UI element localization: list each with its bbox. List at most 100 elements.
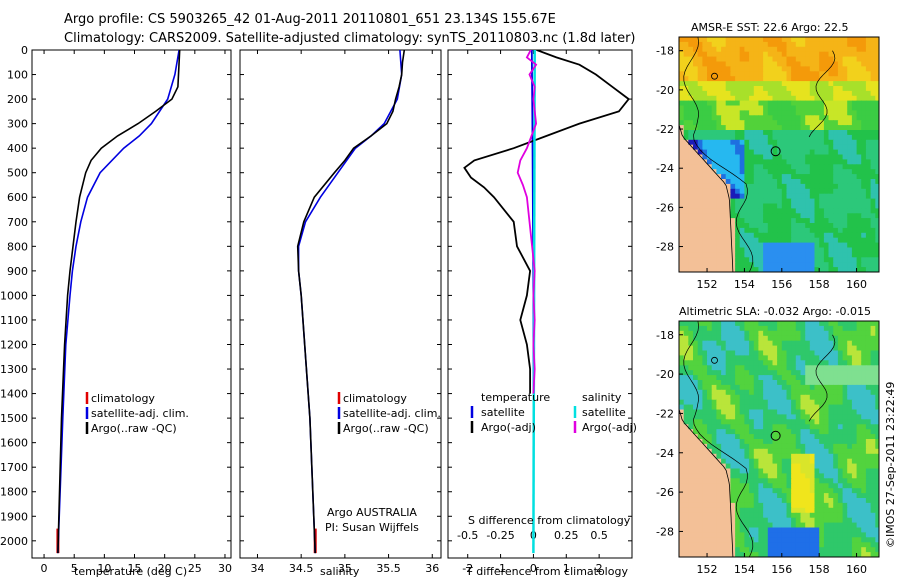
- ocean-cell: [767, 414, 774, 420]
- ocean-cell: [725, 355, 731, 361]
- ocean-cell: [833, 227, 839, 234]
- ocean-cell: [795, 149, 802, 156]
- ocean-cell: [777, 389, 783, 396]
- ocean-cell: [758, 345, 764, 352]
- ocean-cell: [800, 335, 806, 342]
- x-tick-label: 30: [218, 562, 232, 575]
- ocean-cell: [763, 227, 769, 234]
- ocean-cell: [735, 512, 741, 519]
- ocean-cell: [814, 424, 820, 430]
- ocean-cell: [758, 360, 764, 366]
- ocean-cell: [875, 188, 879, 195]
- ocean-cell: [795, 134, 802, 141]
- ocean-cell: [828, 51, 834, 58]
- land-cell: [679, 144, 685, 151]
- land-cell: [693, 198, 699, 205]
- ocean-cell: [749, 414, 755, 420]
- ocean-cell: [707, 134, 713, 141]
- ocean-cell: [800, 512, 806, 519]
- ocean-cell: [823, 174, 830, 180]
- land-cell: [693, 193, 699, 200]
- ocean-cell: [795, 262, 802, 268]
- ocean-cell: [777, 257, 783, 263]
- ocean-cell: [814, 335, 820, 342]
- ocean-cell: [819, 61, 825, 67]
- ocean-cell: [753, 434, 760, 440]
- land-cell: [716, 537, 722, 543]
- annotation-line: Argo AUSTRALIA: [327, 506, 417, 519]
- land-cell: [688, 448, 694, 455]
- ocean-cell: [688, 380, 694, 386]
- ocean-cell: [716, 169, 722, 175]
- ocean-cell: [721, 345, 727, 352]
- ocean-cell: [753, 193, 760, 200]
- land-cell: [725, 183, 731, 190]
- ocean-cell: [809, 120, 816, 126]
- ocean-cell: [865, 247, 872, 253]
- land-cell: [702, 498, 708, 504]
- ocean-cell: [865, 76, 872, 82]
- difference-panel: [447, 49, 633, 559]
- ocean-cell: [870, 389, 876, 396]
- ocean-cell: [786, 463, 792, 470]
- land-cell: [711, 488, 717, 494]
- ocean-cell: [809, 498, 816, 504]
- land-cell: [707, 552, 713, 557]
- ocean-cell: [819, 330, 825, 337]
- ocean-cell: [861, 110, 867, 116]
- ocean-cell: [781, 502, 788, 509]
- ocean-cell: [781, 232, 788, 239]
- ocean-cell: [753, 380, 760, 386]
- ocean-cell: [716, 41, 722, 48]
- ocean-cell: [842, 424, 848, 430]
- ocean-cell: [837, 325, 844, 332]
- land-cell: [683, 267, 689, 272]
- ocean-cell: [861, 360, 867, 366]
- ocean-cell: [828, 232, 834, 239]
- ocean-cell: [772, 360, 778, 366]
- s-tick-label: -0.5: [457, 529, 478, 542]
- ocean-cell: [809, 71, 816, 77]
- ocean-cell: [753, 242, 760, 249]
- ocean-cell: [707, 110, 713, 116]
- ocean-cell: [875, 463, 879, 470]
- land-cell: [683, 198, 689, 205]
- ocean-cell: [786, 71, 792, 77]
- ocean-cell: [753, 527, 760, 533]
- ocean-cell: [875, 414, 879, 420]
- ocean-cell: [861, 330, 867, 337]
- ocean-cell: [842, 478, 848, 484]
- ocean-cell: [814, 134, 820, 141]
- land-cell: [721, 262, 727, 268]
- ocean-cell: [711, 394, 717, 401]
- ocean-cell: [870, 193, 876, 200]
- ocean-cell: [800, 267, 806, 272]
- ocean-cell: [767, 335, 774, 342]
- ocean-cell: [851, 159, 858, 165]
- ocean-cell: [753, 321, 760, 327]
- ocean-cell: [814, 218, 820, 224]
- x-tick-label: -2: [462, 562, 473, 575]
- ocean-cell: [842, 537, 848, 543]
- ocean-cell: [865, 208, 872, 214]
- ocean-cell: [725, 130, 731, 136]
- ocean-cell: [730, 414, 736, 420]
- ocean-cell: [847, 86, 853, 92]
- ocean-cell: [856, 208, 862, 214]
- ocean-cell: [851, 252, 858, 258]
- land-cell: [683, 252, 689, 258]
- ocean-cell: [865, 453, 872, 460]
- ocean-cell: [767, 321, 774, 327]
- ocean-cell: [763, 46, 769, 53]
- ocean-cell: [856, 345, 862, 352]
- ocean-cell: [763, 144, 769, 151]
- ocean-cell: [847, 453, 853, 460]
- land-cell: [721, 267, 727, 272]
- ocean-cell: [772, 537, 778, 543]
- ocean-cell: [753, 203, 760, 209]
- ocean-cell: [795, 443, 802, 450]
- ocean-cell: [777, 130, 783, 136]
- lon-tick-label: 154: [734, 563, 755, 576]
- ocean-cell: [814, 340, 820, 347]
- ocean-cell: [875, 56, 879, 63]
